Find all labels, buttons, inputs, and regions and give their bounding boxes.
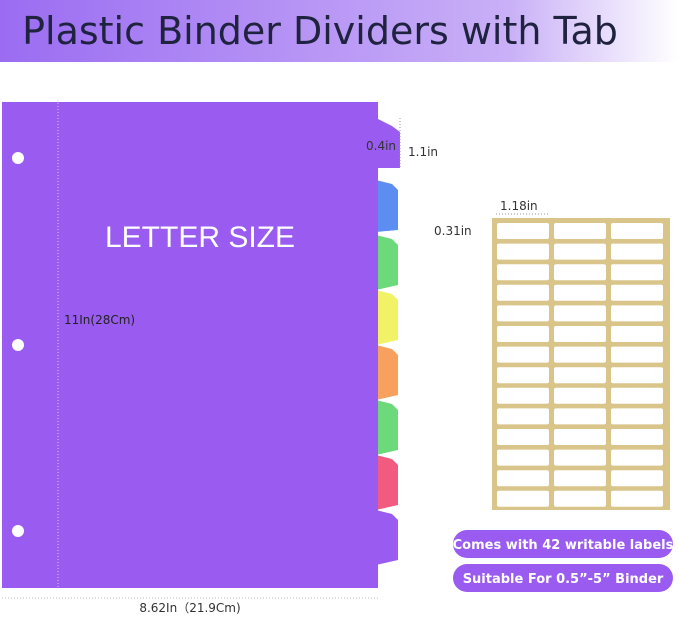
writable-label	[497, 346, 549, 363]
divider-sheet	[2, 102, 378, 588]
label-height: 0.31in	[434, 224, 472, 238]
writable-label	[497, 305, 549, 322]
writable-label	[497, 470, 549, 487]
writable-label	[497, 449, 549, 466]
writable-label	[554, 387, 606, 404]
writable-label	[497, 223, 549, 239]
writable-label	[611, 305, 663, 322]
badge-text: Comes with 42 writable labels	[453, 538, 674, 553]
writable-label	[554, 305, 606, 322]
hole	[12, 152, 24, 164]
hole	[12, 525, 24, 537]
writable-label	[554, 490, 606, 507]
writable-label	[611, 490, 663, 507]
writable-label	[497, 326, 549, 342]
writable-label	[611, 449, 663, 466]
title-banner	[0, 0, 679, 62]
size-label: LETTER SIZE	[105, 221, 295, 254]
writable-label	[554, 326, 606, 342]
writable-label	[497, 429, 549, 445]
writable-label	[497, 367, 549, 384]
height-label: 11In(28Cm)	[64, 313, 135, 327]
tabs	[376, 118, 400, 565]
writable-label	[554, 284, 606, 301]
hole	[12, 339, 24, 351]
badge	[453, 530, 673, 558]
writable-label	[554, 223, 606, 239]
writable-label	[611, 264, 663, 281]
writable-label	[554, 408, 606, 425]
writable-label	[611, 223, 663, 239]
writable-label	[611, 387, 663, 404]
writable-label	[497, 284, 549, 301]
writable-label	[497, 490, 549, 507]
writable-label	[611, 429, 663, 445]
writable-label	[611, 408, 663, 425]
writable-label	[497, 243, 549, 260]
writable-label	[554, 346, 606, 363]
writable-label	[611, 243, 663, 260]
writable-label	[554, 449, 606, 466]
writable-label	[611, 346, 663, 363]
writable-label	[554, 264, 606, 281]
writable-label	[611, 326, 663, 342]
writable-label	[554, 470, 606, 487]
writable-label	[611, 367, 663, 384]
label-sheet	[492, 218, 670, 510]
writable-label	[497, 264, 549, 281]
writable-label	[554, 429, 606, 445]
writable-label	[611, 284, 663, 301]
tab-height-label: 1.1in	[408, 145, 438, 159]
badge-text: Suitable For 0.5”-5” Binder	[463, 572, 664, 587]
title: Plastic Binder Dividers with Tab	[22, 9, 618, 53]
writable-label	[554, 243, 606, 260]
width-label: 8.62In（21.9Cm)	[139, 601, 240, 615]
tab-width-label: 0.4in	[366, 139, 396, 153]
writable-label	[497, 387, 549, 404]
writable-label	[611, 470, 663, 487]
writable-label	[554, 367, 606, 384]
badge	[453, 564, 673, 592]
label-width: 1.18in	[500, 199, 538, 213]
writable-label	[497, 408, 549, 425]
